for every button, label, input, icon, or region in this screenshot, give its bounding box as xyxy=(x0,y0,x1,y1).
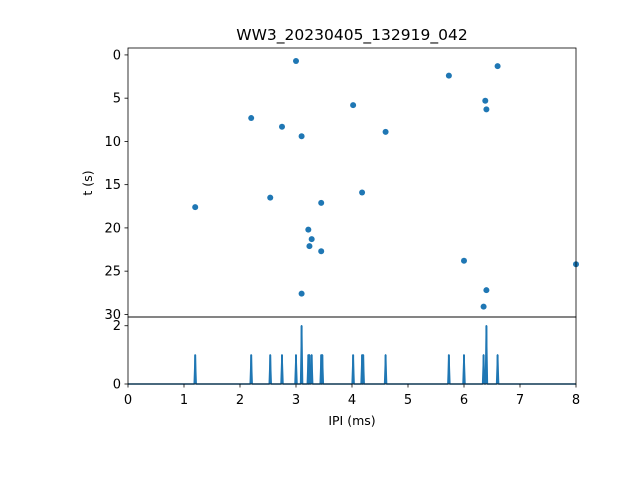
y-tick-label-15: 15 xyxy=(104,178,121,193)
x-axis-label: IPI (ms) xyxy=(328,413,375,428)
scatter-point-13 xyxy=(192,204,199,211)
scatter-frame xyxy=(127,47,577,318)
x-tick-label-4: 4 xyxy=(348,393,356,408)
scatter-point-12 xyxy=(318,199,325,206)
x-tick-label-3: 3 xyxy=(292,393,300,408)
x-tick-label-6: 6 xyxy=(460,393,468,408)
y-tick-label-10: 10 xyxy=(104,135,121,150)
scatter-point-20 xyxy=(483,287,490,294)
scatter-point-15 xyxy=(308,236,315,243)
scatter-point-14 xyxy=(305,226,312,233)
scatter-point-22 xyxy=(480,303,487,310)
scatter-point-9 xyxy=(382,128,389,135)
scatter-point-6 xyxy=(248,115,255,122)
scatter-point-11 xyxy=(267,194,274,201)
scatter-point-16 xyxy=(306,243,313,250)
ipi-y-tick-label-0: 0 xyxy=(113,378,121,393)
scatter-point-4 xyxy=(483,106,490,113)
scatter-point-8 xyxy=(298,133,305,140)
scatter-point-5 xyxy=(350,102,357,109)
ipi-frame xyxy=(127,316,577,385)
x-tick-label-8: 8 xyxy=(572,393,580,408)
x-tick-label-5: 5 xyxy=(404,393,412,408)
ipi-y-tick-label-2: 2 xyxy=(113,319,121,334)
scatter-point-10 xyxy=(359,189,366,196)
x-tick-label-2: 2 xyxy=(236,393,244,408)
scatter-point-3 xyxy=(482,97,489,104)
x-tick-label-1: 1 xyxy=(180,393,188,408)
ipi-axes: 0 1 2 3 4 5 6 7 8 0 2 xyxy=(113,316,580,408)
scatter-point-21 xyxy=(298,290,305,297)
y-axis-label: t (s) xyxy=(80,170,95,195)
y-tick-label-5: 5 xyxy=(113,92,121,107)
scatter-point-0 xyxy=(293,57,299,64)
scatter-point-18 xyxy=(461,257,467,264)
y-tick-label-20: 20 xyxy=(104,221,121,236)
y-tick-label-25: 25 xyxy=(104,265,121,280)
chart-title: WW3_20230405_132919_042 xyxy=(236,26,467,45)
scatter-axes: 0 5 10 15 20 25 30 xyxy=(104,47,579,323)
scatter-point-17 xyxy=(318,248,325,255)
y-tick-label-30: 30 xyxy=(104,308,121,323)
y-tick-label-0: 0 xyxy=(113,48,121,63)
x-tick-label-0: 0 xyxy=(124,393,132,408)
scatter-point-2 xyxy=(494,63,501,70)
x-tick-label-7: 7 xyxy=(516,393,524,408)
scatter-point-7 xyxy=(279,123,285,130)
scatter-point-1 xyxy=(445,72,452,79)
